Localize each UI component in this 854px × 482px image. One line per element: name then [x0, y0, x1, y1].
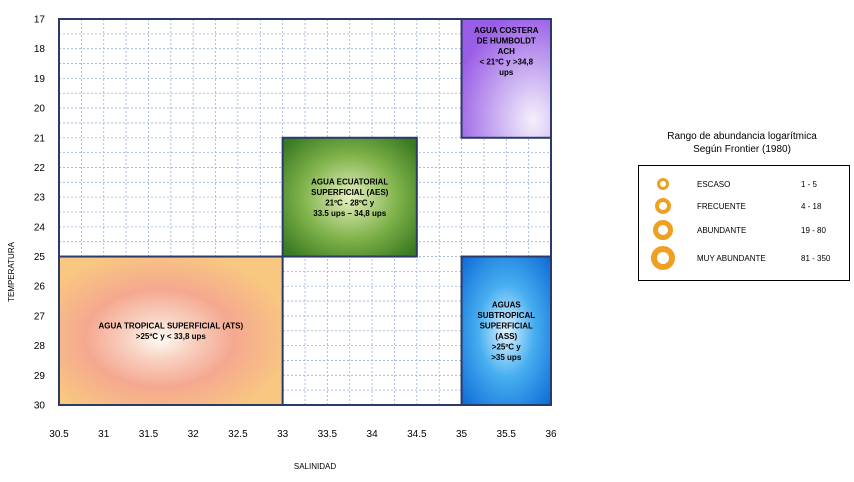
legend-range: 19 - 80 [801, 226, 826, 235]
region-label-line: AGUA COSTERA [474, 26, 539, 35]
legend-label: ESCASO [697, 180, 731, 189]
region-label-line: AGUAS [492, 301, 522, 310]
x-tick-label: 32.5 [228, 429, 248, 440]
legend-title-line: Según Frontier (1980) [693, 144, 791, 155]
region-label-line: < 21ºC y >34,8 [479, 58, 533, 67]
x-tick-label: 31 [98, 429, 110, 440]
region-label-line: 33.5 ups – 34,8 ups [313, 209, 386, 218]
region-label-line: 21ºC - 28ºC y [325, 198, 375, 207]
legend: ESCASO 1 - 5 FRECUENTE 4 - 18 ABUNDANTE … [638, 165, 850, 281]
region-label-line: DE HUMBOLDT [477, 37, 536, 46]
y-tick-label: 17 [34, 15, 46, 26]
legend-range: 1 - 5 [801, 180, 818, 189]
x-tick-label: 30.5 [49, 429, 69, 440]
region-ats: AGUA TROPICAL SUPERFICIAL (ATS)>25ºC y <… [58, 255, 284, 406]
region-aes: AGUA ECUATORIAL SUPERFICIAL (AES)21ºC - 2… [281, 136, 418, 258]
x-tick-label: 34.5 [407, 429, 427, 440]
region-label-line: >35 ups [491, 353, 522, 362]
region-label-line: >25ºC y < 33,8 ups [136, 332, 207, 341]
y-tick-label: 25 [34, 252, 46, 263]
region-label-line: SUPERFICIAL [480, 322, 533, 331]
x-tick-label: 35.5 [497, 429, 517, 440]
region-label-line: SUBTROPICAL [477, 311, 535, 320]
legend-title-line: Rango de abundancia logarítmica [667, 131, 817, 142]
x-axis-title: SALINIDAD [294, 462, 336, 471]
x-tick-label: 35 [456, 429, 468, 440]
x-tick-label: 34 [367, 429, 379, 440]
ring-icon [657, 178, 669, 190]
y-tick-label: 28 [34, 341, 46, 352]
y-tick-label: 30 [34, 401, 46, 412]
region-label-line: (ASS) [495, 332, 517, 341]
region-box-ats [58, 255, 284, 406]
y-tick-label: 27 [34, 311, 46, 322]
y-tick-label: 21 [34, 133, 46, 144]
tick-labels: 30.5 31 31.5 32 32.5 33 33.5 34 34.5 35 35.5 36 17 18… [34, 15, 557, 441]
region-label-line: AGUA ECUATORIAL [311, 177, 388, 186]
legend-label: ABUNDANTE [697, 226, 747, 235]
plot-frame [58, 18, 552, 406]
y-tick-label: 20 [34, 104, 46, 115]
y-axis-title: TEMPERATURA [7, 241, 16, 302]
x-tick-label: 33.5 [318, 429, 338, 440]
region-label-line: SUPERFICIAL (AES) [311, 188, 389, 197]
region-label-line: >25ºC y [492, 343, 521, 352]
region-label-line: ups [499, 68, 514, 77]
y-tick-label: 23 [34, 193, 46, 204]
region-label-line: AGUA TROPICAL SUPERFICIAL (ATS) [99, 322, 244, 331]
region-box-aes [281, 136, 418, 258]
x-tick-label: 31.5 [139, 429, 159, 440]
x-tick-label: 36 [545, 429, 557, 440]
legend-label: FRECUENTE [697, 202, 746, 211]
y-tick-label: 18 [34, 44, 46, 55]
region-label-line: ACH [498, 47, 516, 56]
ring-icon [655, 198, 671, 214]
region-box-ach [460, 18, 552, 139]
legend-range: 81 - 350 [801, 254, 831, 263]
y-tick-label: 22 [34, 163, 46, 174]
y-tick-label: 26 [34, 282, 46, 293]
x-tick-label: 32 [188, 429, 200, 440]
y-tick-label: 24 [34, 222, 46, 233]
ring-icon [651, 246, 675, 270]
legend-label: MUY ABUNDANTE [697, 254, 766, 263]
legend-title: Rango de abundancia logarítmica Según Fr… [634, 130, 850, 156]
y-tick-label: 19 [34, 74, 46, 85]
ring-icon [653, 220, 673, 240]
y-tick-label: 29 [34, 371, 46, 382]
x-tick-label: 33 [277, 429, 289, 440]
region-box-ass [460, 255, 552, 406]
legend-range: 4 - 18 [801, 202, 822, 211]
